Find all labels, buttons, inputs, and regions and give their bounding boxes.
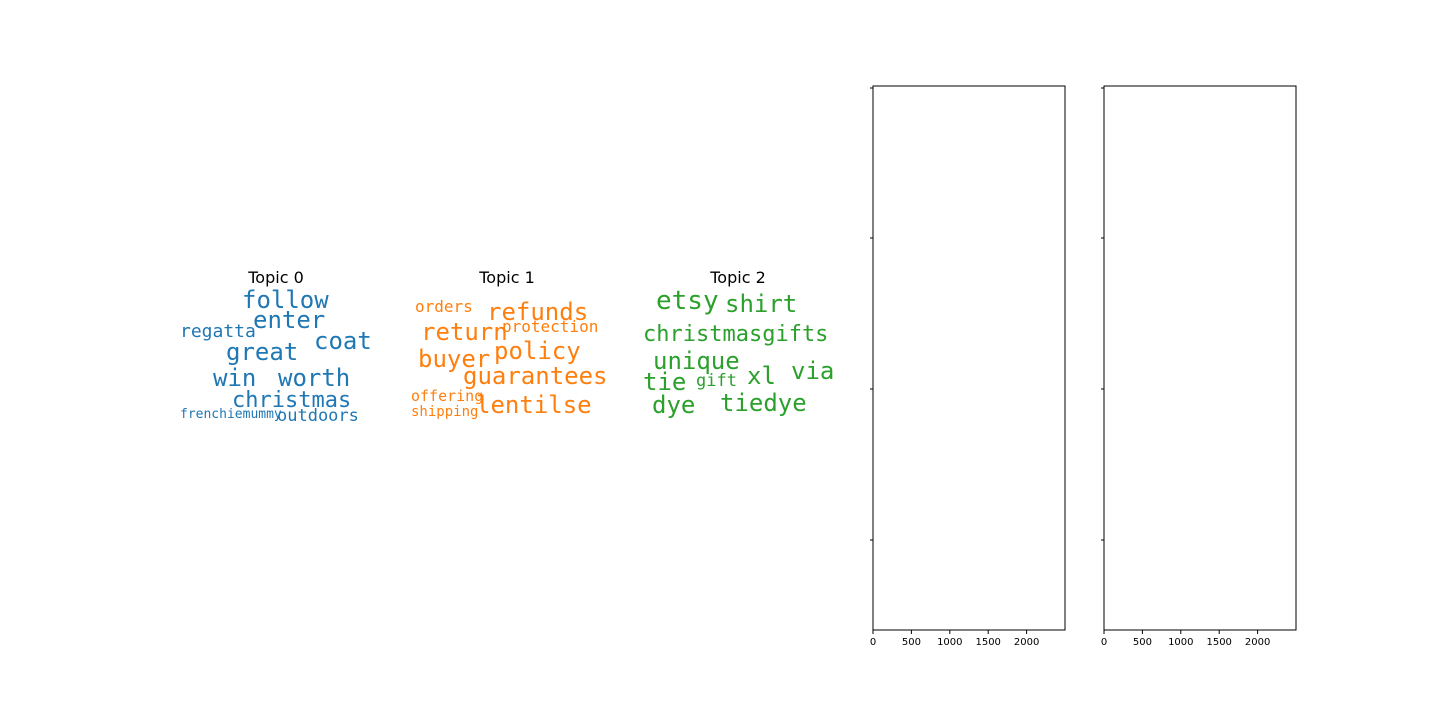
topic-1-word: shipping xyxy=(411,404,479,420)
topic-2-word: gift xyxy=(696,371,737,391)
axes-2-xtick-label: 2000 xyxy=(1245,637,1270,648)
topic-0-title: Topic 0 xyxy=(248,268,304,287)
axes-2-xtick-label: 1000 xyxy=(1168,637,1193,648)
topic-0-word: follow xyxy=(242,286,329,314)
axes-1-frame xyxy=(872,85,1066,631)
axes-1-xticks: 0 500 1000 1500 2000 xyxy=(870,630,1039,648)
topic-1-word: protection xyxy=(502,317,599,336)
axes-1-xtick-label: 1000 xyxy=(937,637,962,648)
axes-2-frame xyxy=(1103,85,1297,631)
axes-2-xtick-label: 0 xyxy=(1101,637,1107,648)
topic-1-word: orders xyxy=(415,297,473,316)
topic-0-word: frenchiemummy xyxy=(180,407,282,422)
topic-2-title: Topic 2 xyxy=(710,268,766,287)
topic-0-word: outdoors xyxy=(277,406,359,426)
topic-0-word: regatta xyxy=(180,321,256,342)
topic-1-word: buyer xyxy=(418,345,491,373)
axes-1-xtick-label: 0 xyxy=(870,637,876,648)
topic-2-word: christmasgifts xyxy=(643,322,829,347)
topic-1-word: offering xyxy=(411,387,484,405)
topic-2-word: etsy xyxy=(656,286,719,316)
topic-1-word: lentilse xyxy=(476,391,592,419)
empty-axes-2: 0 500 1000 1500 2000 xyxy=(1101,85,1297,648)
topic-2-word: dye xyxy=(652,391,696,419)
axes-2-xtick-label: 500 xyxy=(1133,637,1152,648)
topic-1-word: policy xyxy=(494,337,581,365)
empty-axes-1: 0 500 1000 1500 2000 xyxy=(870,85,1066,648)
topic-0-word: enter xyxy=(253,306,326,334)
axes-1-xtick-label: 500 xyxy=(902,637,921,648)
topic-0-word: coat xyxy=(314,327,372,355)
topic-1-word: refunds xyxy=(487,298,589,326)
topic-0-word: worth xyxy=(278,364,351,392)
topic-0-word: christmas xyxy=(232,388,352,413)
topic-2-word: shirt xyxy=(725,290,798,318)
axes-2-xticks: 0 500 1000 1500 2000 xyxy=(1101,630,1270,648)
axes-1-xtick-label: 2000 xyxy=(1014,637,1039,648)
topic-1-word: guarantees xyxy=(463,362,608,390)
topic-1-title: Topic 1 xyxy=(479,268,535,287)
topic-1-word: return xyxy=(421,318,508,346)
topic-2-word: via xyxy=(791,357,835,385)
topic-2-word: tiedye xyxy=(720,389,807,417)
topic-2-word: tie xyxy=(643,368,687,396)
axes-1-xtick-label: 1500 xyxy=(975,637,1000,648)
topic-0-word: great xyxy=(226,338,299,366)
axes-2-xtick-label: 1500 xyxy=(1206,637,1231,648)
topic-0-word: win xyxy=(213,364,257,392)
topic-2-word: xl xyxy=(747,362,776,390)
topic-2-word: unique xyxy=(653,347,740,375)
